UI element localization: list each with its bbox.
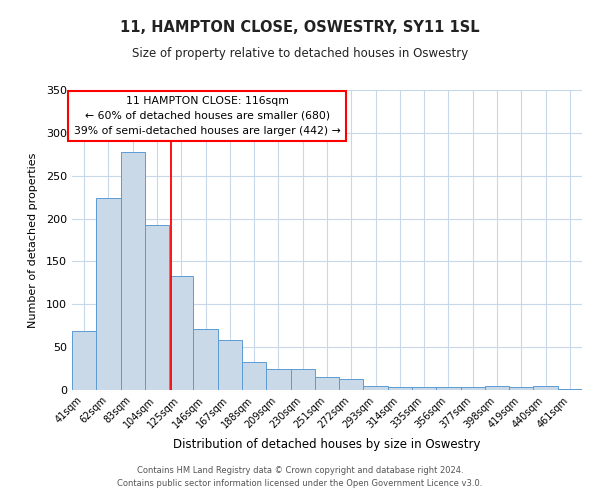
Bar [242,362,266,390]
Bar [145,224,169,390]
Bar [290,368,315,390]
Bar [388,388,412,390]
X-axis label: Distribution of detached houses by size in Oswestry: Distribution of detached houses by size … [173,438,481,451]
Bar [364,386,388,390]
Bar [193,329,218,390]
Bar [266,370,290,390]
Bar [169,276,193,390]
Bar [96,198,121,390]
Bar [461,388,485,390]
Text: 11, HAMPTON CLOSE, OSWESTRY, SY11 1SL: 11, HAMPTON CLOSE, OSWESTRY, SY11 1SL [120,20,480,35]
Bar [558,389,582,390]
Bar [121,152,145,390]
Bar [509,388,533,390]
Text: Contains HM Land Registry data © Crown copyright and database right 2024.
Contai: Contains HM Land Registry data © Crown c… [118,466,482,487]
Bar [218,340,242,390]
Bar [533,386,558,390]
Bar [315,377,339,390]
Bar [485,386,509,390]
Bar [72,331,96,390]
Text: Size of property relative to detached houses in Oswestry: Size of property relative to detached ho… [132,48,468,60]
Y-axis label: Number of detached properties: Number of detached properties [28,152,38,328]
Bar [412,388,436,390]
Bar [339,379,364,390]
Bar [436,388,461,390]
Text: 11 HAMPTON CLOSE: 116sqm
← 60% of detached houses are smaller (680)
39% of semi-: 11 HAMPTON CLOSE: 116sqm ← 60% of detach… [74,96,341,136]
